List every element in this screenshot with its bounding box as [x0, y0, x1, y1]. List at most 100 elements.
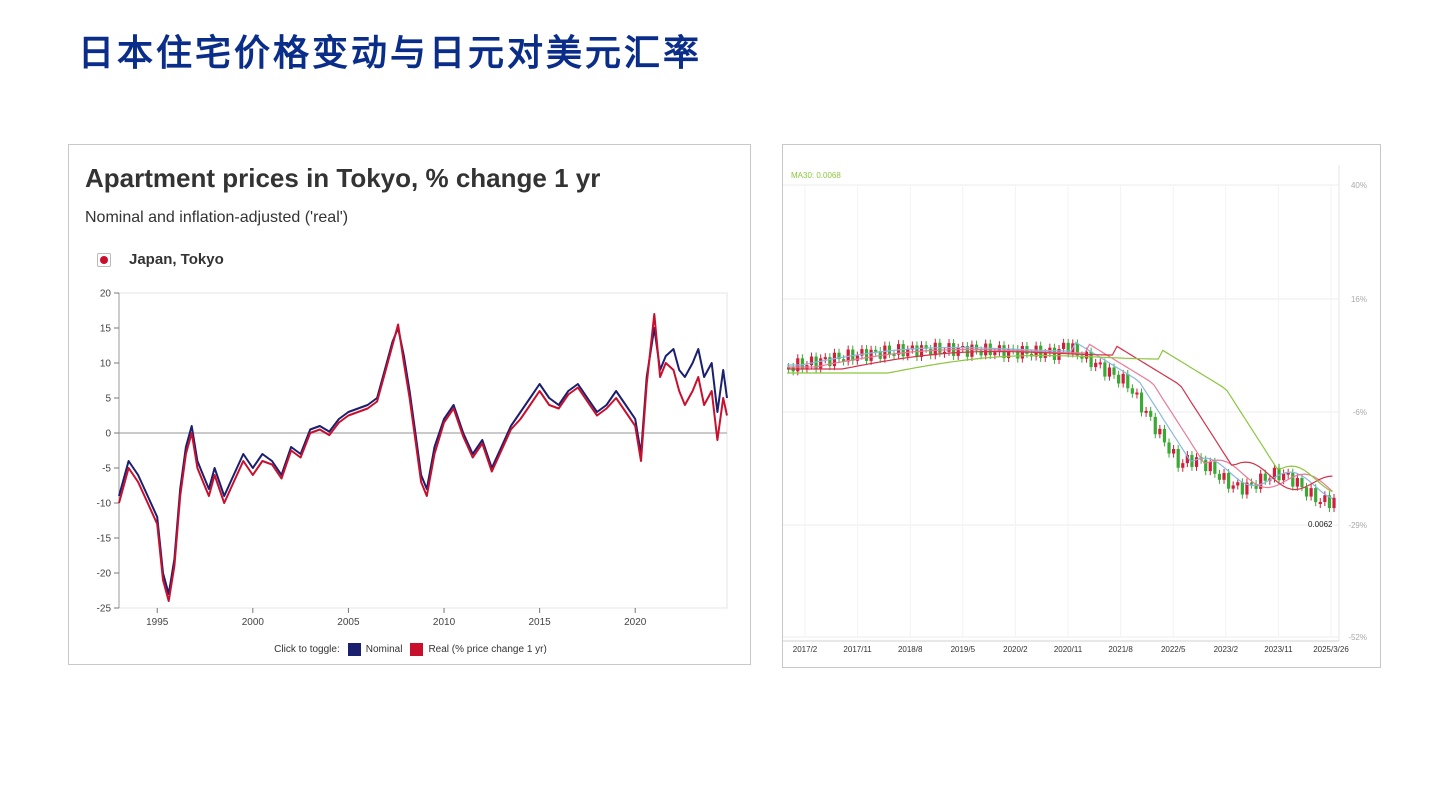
y-tick-label: -10	[97, 499, 112, 510]
candle-body	[864, 349, 869, 361]
candle-body	[887, 345, 892, 354]
candle-body	[1158, 428, 1162, 435]
plot-area	[118, 292, 728, 609]
candle-body	[1016, 349, 1020, 359]
candle-body	[1117, 374, 1121, 384]
candle-body	[1107, 367, 1112, 377]
candle-body	[1332, 497, 1336, 509]
candle-body	[1309, 488, 1313, 497]
candle-body	[1052, 347, 1057, 360]
candle-body	[1185, 455, 1189, 464]
candle-body	[1094, 362, 1098, 368]
candle-body	[828, 357, 832, 367]
legend-item-nominal[interactable]: Nominal	[347, 643, 402, 656]
candle-body	[910, 345, 914, 350]
y-tick-label: -6%	[1353, 408, 1367, 417]
candle-body	[1126, 373, 1130, 389]
candle-body	[1272, 467, 1277, 479]
x-tick-label: 2000	[242, 617, 265, 628]
candle-body	[1121, 373, 1125, 384]
x-tick-label: 2022/5	[1161, 645, 1186, 654]
candle-body	[929, 348, 933, 356]
candle-body	[1194, 457, 1199, 467]
candle-body	[878, 351, 882, 359]
ma-line-short	[787, 341, 1333, 499]
candle-body	[1217, 473, 1222, 480]
candle-body	[855, 355, 859, 361]
y-tick-label: 15	[100, 324, 112, 335]
y-tick-label: 16%	[1351, 295, 1367, 304]
candle-body	[1066, 342, 1070, 354]
x-tick-label: 2017/2	[793, 645, 818, 654]
candle-body	[1231, 485, 1235, 489]
x-tick-label: 1995	[146, 617, 169, 628]
candle-body	[1084, 351, 1089, 359]
candle-body	[837, 352, 841, 360]
candle-body	[1236, 482, 1240, 486]
candle-body	[1318, 501, 1322, 504]
candle-body	[924, 345, 928, 349]
candle-body	[860, 349, 864, 356]
candle-body	[800, 358, 804, 369]
candle-body	[1162, 428, 1167, 443]
candle-body	[1254, 483, 1258, 489]
candle-body	[956, 347, 960, 356]
right-candlestick-chart: 40% 16% -6% -29% -52% 2017/2 2017/11 2018/8 2019…	[783, 165, 1367, 654]
candle-body	[892, 353, 896, 356]
candle-body	[1057, 349, 1061, 360]
candle-body	[1245, 482, 1249, 495]
legend-label-real: Real (% price change 1 yr)	[428, 644, 547, 655]
candle-body	[1139, 392, 1144, 413]
candle-body	[1263, 473, 1267, 481]
candle-body	[906, 349, 910, 357]
candle-body	[874, 349, 878, 352]
candle-body	[1172, 449, 1176, 454]
candle-body	[1300, 478, 1304, 488]
candle-body	[1075, 343, 1079, 356]
candle-body	[1062, 342, 1066, 350]
y-tick-label: 10	[100, 359, 112, 370]
candle-body	[1240, 482, 1244, 495]
candle-body	[809, 356, 814, 366]
candle-body	[842, 359, 846, 362]
x-tick-label: 2023/11	[1264, 645, 1293, 654]
candle-body	[832, 352, 837, 367]
legend-item-real[interactable]: Real (% price change 1 yr)	[410, 643, 547, 656]
y-tick-label: 0	[105, 429, 111, 440]
candle-body	[942, 351, 947, 354]
candle-body	[1282, 473, 1286, 481]
candle-body	[979, 350, 983, 356]
candle-body	[1327, 495, 1332, 509]
ma30-line	[787, 349, 1333, 493]
x-tick-label: 2025/3/26	[1313, 645, 1349, 654]
x-tick-label: 2020	[624, 617, 647, 628]
legend: Click to toggle: Nominal Real (% price c…	[69, 643, 752, 656]
candle-body	[1181, 463, 1185, 468]
candle-body	[970, 344, 974, 357]
candle-body	[1222, 473, 1226, 480]
candle-body	[1259, 473, 1263, 489]
candle-body	[1135, 392, 1139, 395]
y-tick-label: 5	[105, 394, 111, 405]
y-tick-label: -20	[97, 569, 112, 580]
x-tick-label: 2023/2	[1214, 645, 1239, 654]
candle-body	[1204, 459, 1208, 472]
country-label: Japan, Tokyo	[129, 251, 224, 268]
y-tick-label: -15	[97, 534, 112, 545]
candle-body	[1304, 487, 1309, 497]
y-tick-label: -29%	[1348, 521, 1367, 530]
candle-body	[1208, 461, 1212, 472]
period-low-label: 0.0062	[1308, 520, 1333, 529]
x-tick-label: 2005	[337, 617, 360, 628]
right-chart-panel: 40% 16% -6% -29% -52% 2017/2 2017/11 2018/8 2019…	[782, 144, 1381, 668]
candle-body	[1213, 461, 1217, 474]
candle-body	[1007, 348, 1011, 359]
candle-body	[1291, 472, 1295, 487]
ma-line-mid	[787, 343, 1333, 492]
candle-body	[1149, 410, 1153, 417]
country-selector[interactable]: Japan, Tokyo	[97, 251, 224, 268]
candle-body	[1323, 495, 1327, 502]
candle-body	[1227, 473, 1231, 489]
candle-body	[1103, 362, 1107, 377]
